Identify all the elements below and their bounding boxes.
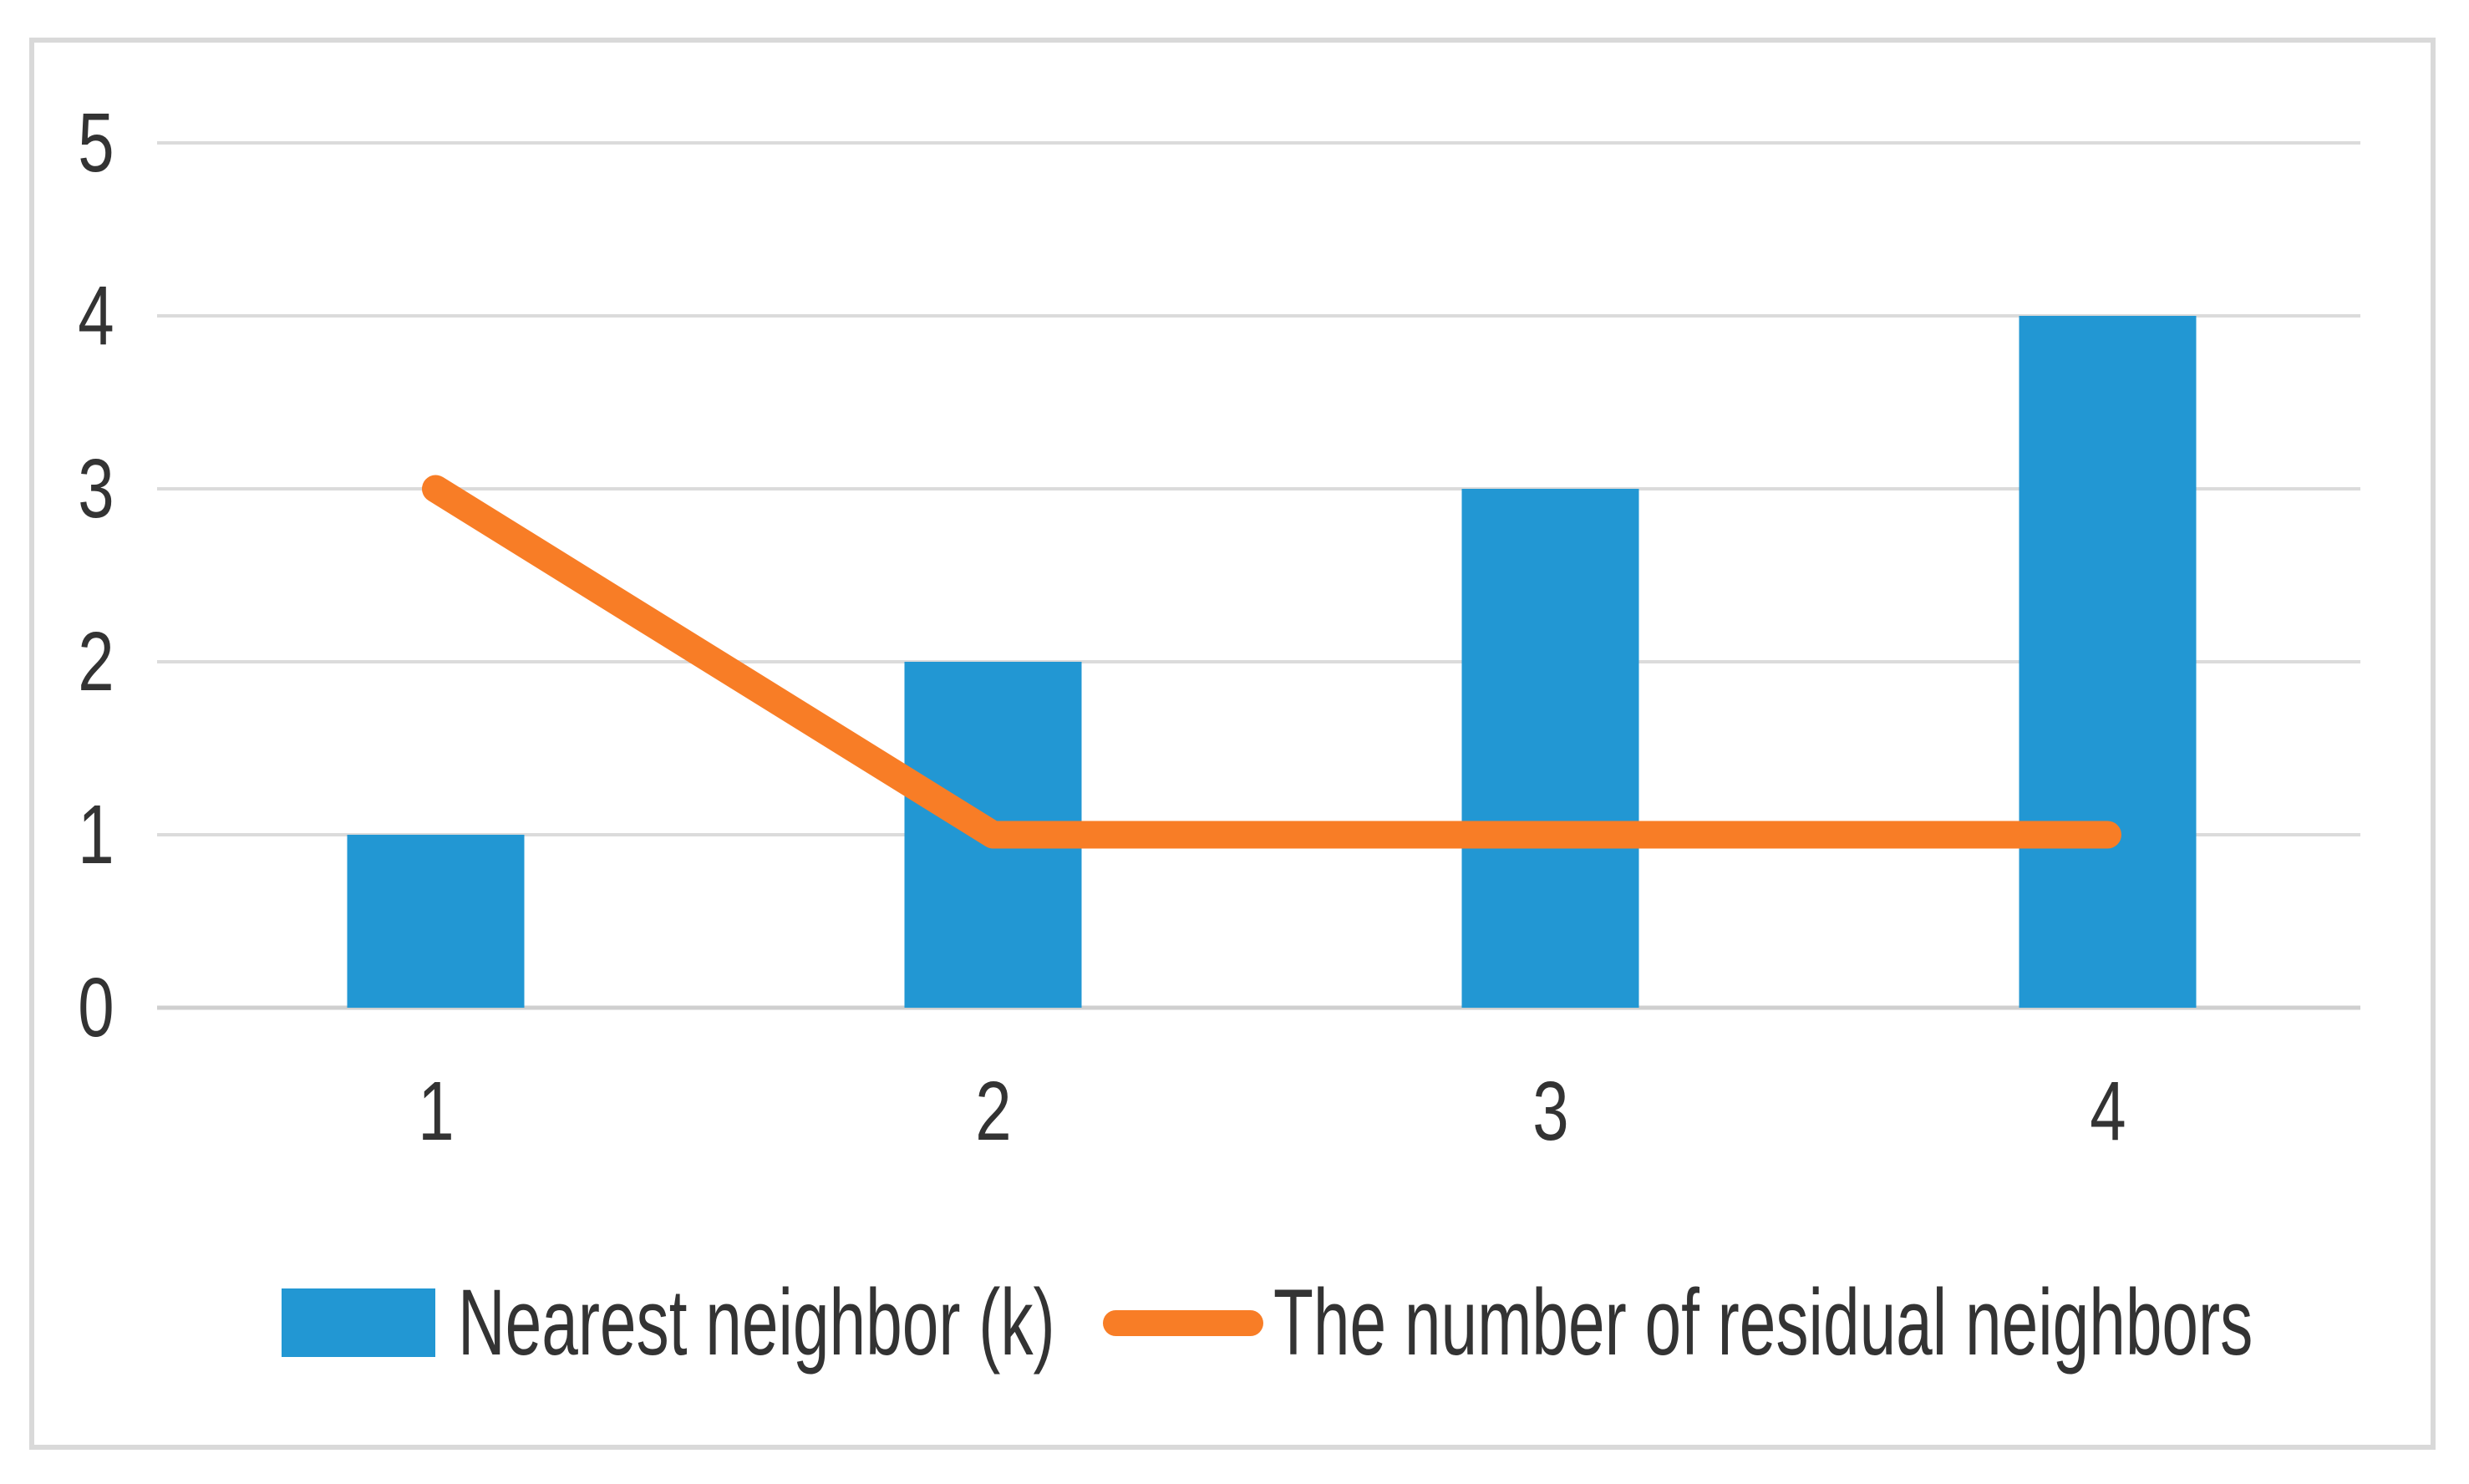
y-tick-label-0: 0 [78, 961, 114, 1055]
y-tick-label-4: 4 [78, 269, 114, 363]
x-tick-label-2: 2 [974, 1065, 1012, 1158]
y-tick-label-3: 3 [78, 442, 114, 536]
bar-category-4 [2019, 316, 2197, 1008]
y-tick-label-2: 2 [78, 615, 114, 709]
legend-line-swatch [1103, 1310, 1263, 1336]
bar-category-3 [1461, 489, 1639, 1008]
y-tick-label-5: 5 [78, 96, 114, 190]
x-tick-label-1: 1 [417, 1065, 455, 1158]
line-series [422, 475, 2121, 849]
legend-line-series-label: The number of residual neighbors [1273, 1270, 2253, 1375]
x-tick-label-3: 3 [1532, 1065, 1569, 1158]
bar-category-1 [347, 835, 525, 1008]
legend-bar-swatch [282, 1288, 435, 1357]
legend-bar-series-label: Nearest neighbor (k) [458, 1270, 1055, 1375]
y-tick-label-1: 1 [78, 788, 114, 882]
x-tick-label-4: 4 [2089, 1065, 2126, 1158]
